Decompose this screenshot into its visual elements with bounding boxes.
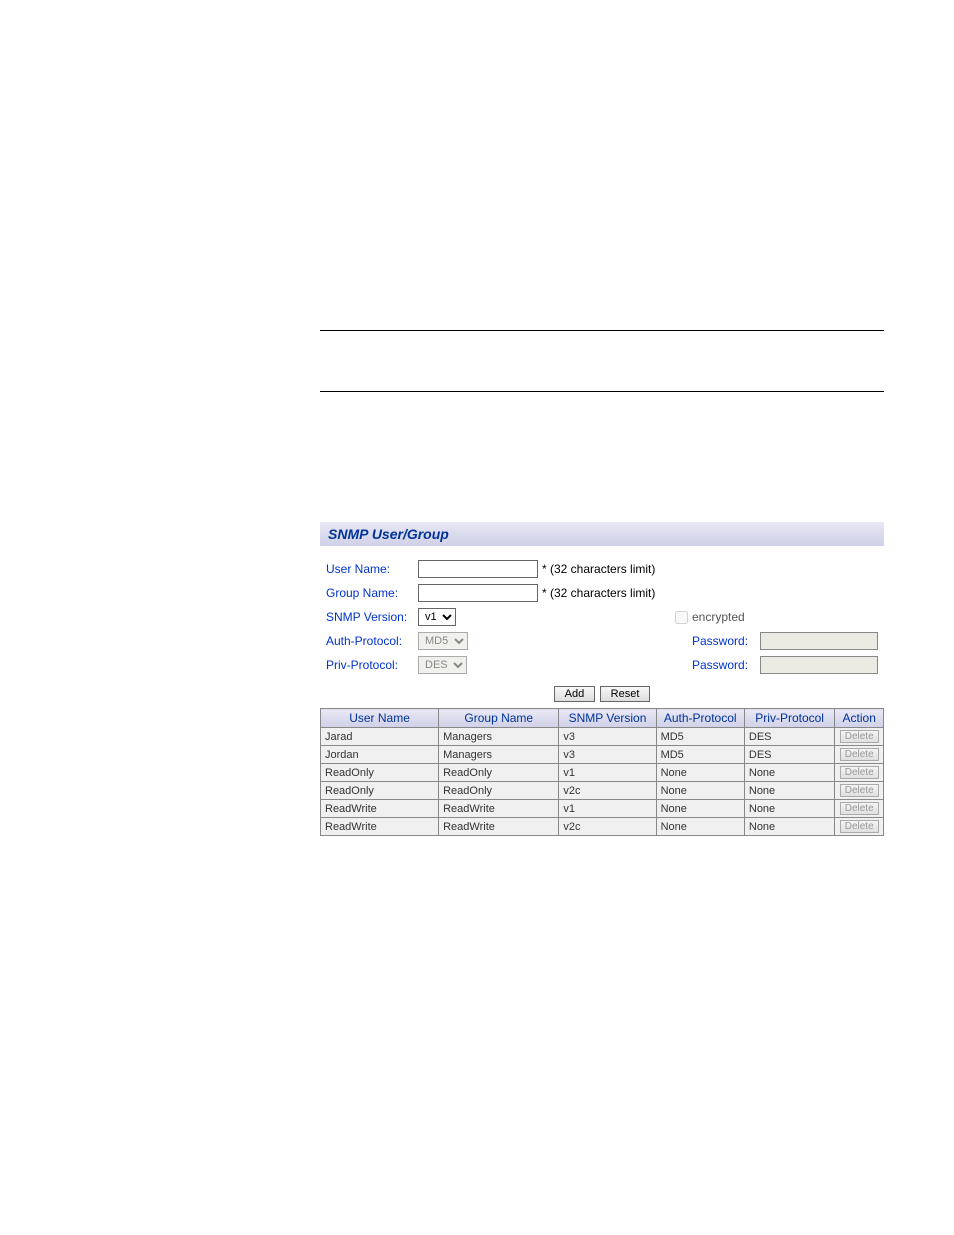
- user-name-input[interactable]: [418, 560, 538, 578]
- cell-auth: None: [656, 800, 744, 818]
- cell-group: ReadOnly: [439, 782, 559, 800]
- col-user-name: User Name: [321, 709, 439, 728]
- form-area: User Name: * (32 characters limit) Group…: [320, 560, 884, 702]
- cell-version: v3: [559, 728, 656, 746]
- table-row: ReadWriteReadWritev2cNoneNoneDelete: [321, 818, 884, 836]
- user-name-hint: * (32 characters limit): [542, 562, 655, 576]
- cell-user: Jordan: [321, 746, 439, 764]
- cell-version: v2c: [559, 782, 656, 800]
- group-name-input[interactable]: [418, 584, 538, 602]
- cell-user: ReadWrite: [321, 818, 439, 836]
- cell-user: ReadOnly: [321, 782, 439, 800]
- cell-auth: None: [656, 782, 744, 800]
- delete-button[interactable]: Delete: [840, 730, 879, 743]
- section-title: SNMP User/Group: [320, 522, 884, 546]
- encrypted-checkbox: [675, 611, 688, 624]
- cell-group: Managers: [439, 746, 559, 764]
- cell-action: Delete: [835, 782, 884, 800]
- cell-group: Managers: [439, 728, 559, 746]
- col-auth-protocol: Auth-Protocol: [656, 709, 744, 728]
- cell-group: ReadOnly: [439, 764, 559, 782]
- delete-button[interactable]: Delete: [840, 802, 879, 815]
- cell-group: ReadWrite: [439, 818, 559, 836]
- cell-version: v1: [559, 800, 656, 818]
- cell-priv: None: [744, 782, 835, 800]
- cell-auth: MD5: [656, 746, 744, 764]
- cell-priv: None: [744, 800, 835, 818]
- cell-priv: None: [744, 764, 835, 782]
- divider-top: [320, 330, 884, 331]
- priv-password-label: Password:: [692, 658, 760, 672]
- col-priv-protocol: Priv-Protocol: [744, 709, 835, 728]
- priv-password-input: [760, 656, 878, 674]
- cell-auth: None: [656, 764, 744, 782]
- cell-priv: DES: [744, 746, 835, 764]
- col-action: Action: [835, 709, 884, 728]
- add-button[interactable]: Add: [554, 686, 596, 702]
- priv-protocol-select: DES: [418, 656, 467, 674]
- cell-priv: DES: [744, 728, 835, 746]
- table-row: JaradManagersv3MD5DES Delete: [321, 728, 884, 746]
- cell-version: v3: [559, 746, 656, 764]
- table-row: ReadOnlyReadOnlyv1NoneNoneDelete: [321, 764, 884, 782]
- snmp-version-label: SNMP Version:: [326, 610, 418, 624]
- delete-button[interactable]: Delete: [840, 766, 879, 779]
- group-name-label: Group Name:: [326, 586, 418, 600]
- priv-protocol-label: Priv-Protocol:: [326, 658, 418, 672]
- col-group-name: Group Name: [439, 709, 559, 728]
- cell-action: Delete: [835, 728, 884, 746]
- cell-action: Delete: [835, 764, 884, 782]
- col-snmp-version: SNMP Version: [559, 709, 656, 728]
- table-row: JordanManagersv3MD5DES Delete: [321, 746, 884, 764]
- delete-button[interactable]: Delete: [840, 784, 879, 797]
- auth-protocol-select: MD5: [418, 632, 468, 650]
- cell-auth: MD5: [656, 728, 744, 746]
- cell-user: ReadWrite: [321, 800, 439, 818]
- cell-user: ReadOnly: [321, 764, 439, 782]
- auth-protocol-label: Auth-Protocol:: [326, 634, 418, 648]
- auth-password-input: [760, 632, 878, 650]
- snmp-version-select[interactable]: v1: [418, 608, 456, 626]
- encrypted-label: encrypted: [692, 610, 760, 624]
- divider-mid: [320, 391, 884, 392]
- auth-password-label: Password:: [692, 634, 760, 648]
- cell-group: ReadWrite: [439, 800, 559, 818]
- cell-version: v2c: [559, 818, 656, 836]
- delete-button[interactable]: Delete: [840, 748, 879, 761]
- delete-button[interactable]: Delete: [840, 820, 879, 833]
- cell-version: v1: [559, 764, 656, 782]
- cell-user: Jarad: [321, 728, 439, 746]
- user-name-label: User Name:: [326, 562, 418, 576]
- cell-priv: None: [744, 818, 835, 836]
- cell-auth: None: [656, 818, 744, 836]
- cell-action: Delete: [835, 800, 884, 818]
- table-row: ReadWriteReadWritev1NoneNoneDelete: [321, 800, 884, 818]
- user-group-table: User Name Group Name SNMP Version Auth-P…: [320, 708, 884, 836]
- group-name-hint: * (32 characters limit): [542, 586, 655, 600]
- table-row: ReadOnlyReadOnlyv2cNoneNoneDelete: [321, 782, 884, 800]
- cell-action: Delete: [835, 818, 884, 836]
- cell-action: Delete: [835, 746, 884, 764]
- reset-button[interactable]: Reset: [600, 686, 651, 702]
